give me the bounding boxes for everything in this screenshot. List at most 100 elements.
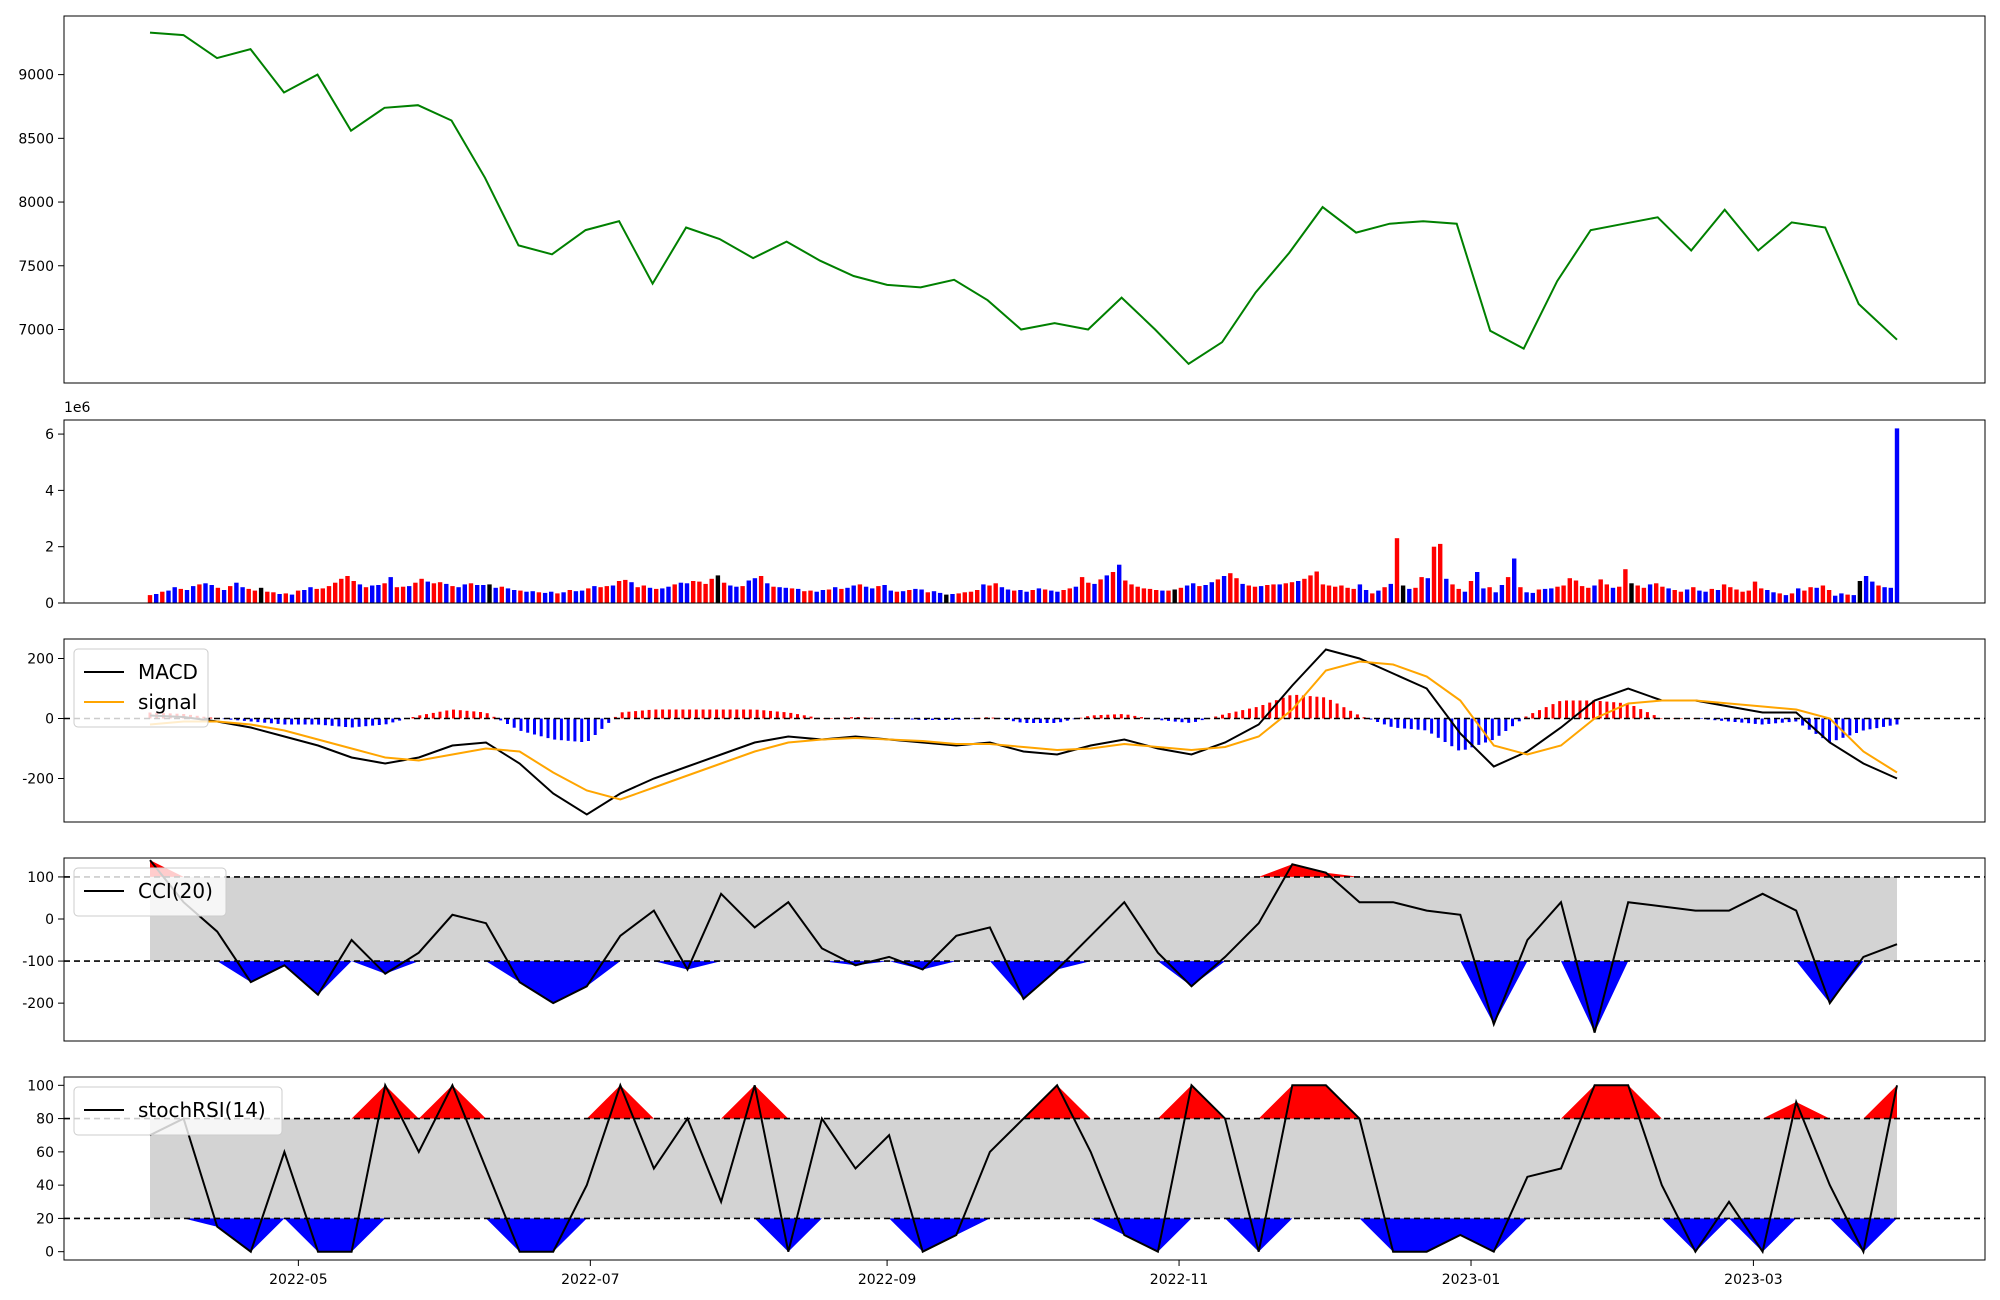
volume-bar (1271, 584, 1276, 603)
volume-bar (437, 582, 443, 603)
volume-bar (684, 583, 690, 603)
macd-histogram-bar (661, 709, 665, 719)
volume-bar (616, 581, 622, 603)
macd-histogram-bar (789, 712, 793, 719)
macd-histogram-bar (809, 716, 813, 719)
y-tick-label: 40 (36, 1178, 54, 1194)
cci-band-fill (150, 876, 1897, 962)
macd-histogram-bar (1315, 696, 1319, 719)
volume-bar (1289, 582, 1295, 603)
volume-bar (1777, 593, 1782, 603)
volume-bar (937, 592, 943, 603)
macd-histogram-bar (1133, 715, 1137, 719)
volume-bar (1425, 578, 1430, 603)
macd-histogram-bar (634, 711, 638, 719)
macd-line (149, 648, 1898, 816)
volume-bar (1277, 584, 1282, 603)
volume-bar (1370, 593, 1375, 603)
volume-bar (1388, 583, 1393, 603)
macd-histogram-bar (1342, 707, 1346, 719)
y-tick-label: -100 (22, 954, 54, 970)
volume-bar (1055, 591, 1060, 603)
x-tick-label: 2023-01 (1442, 1272, 1501, 1288)
volume-bar (1129, 584, 1134, 603)
macd-histogram-bar (667, 709, 671, 719)
macd-histogram-bar (1065, 718, 1069, 721)
macd-histogram-bar (337, 718, 341, 727)
volume-bar (1018, 590, 1023, 603)
macd-histogram-bar (573, 718, 577, 742)
volume-bar (796, 588, 801, 603)
volume-bar (1302, 578, 1307, 603)
volume-bar (1518, 587, 1523, 603)
macd-histogram-bar (1625, 703, 1629, 719)
volume-bar (1283, 583, 1288, 603)
stochrsi-legend-box (73, 1086, 283, 1136)
volume-bar (1876, 585, 1881, 603)
macd-histogram-bar (242, 718, 246, 721)
volume-bar (820, 590, 826, 603)
macd-histogram-bar (1490, 718, 1494, 741)
macd-histogram-bar (1221, 714, 1224, 719)
volume-bar (1783, 595, 1789, 603)
volume-bar (184, 590, 190, 603)
volume-bar (1197, 586, 1202, 603)
volume-bar (1629, 583, 1634, 603)
volume-bar (1308, 575, 1313, 603)
volume-bar (425, 581, 430, 603)
volume-bar (512, 590, 517, 603)
macd-histogram-bar (1578, 700, 1582, 719)
volume-bar (987, 585, 992, 603)
volume-bar (610, 585, 616, 603)
volume-bar (246, 588, 251, 603)
macd-histogram-bar (1585, 700, 1589, 719)
macd-histogram-bar (472, 711, 476, 719)
volume-bar (894, 591, 900, 603)
volume-bar (604, 586, 609, 603)
macd-histogram-bar (1511, 718, 1514, 727)
macd-histogram-bar (701, 709, 705, 719)
volume-bar (1820, 585, 1826, 603)
macd-histogram-bar (1403, 718, 1407, 729)
x-tick-label: 2022-07 (561, 1272, 620, 1288)
volume-bar (499, 586, 504, 603)
volume-bar (1654, 583, 1659, 603)
macd-histogram-bar (276, 718, 280, 724)
macd-histogram-bar (829, 718, 833, 719)
macd-histogram-bar (256, 718, 260, 723)
volume-bar (1160, 590, 1165, 603)
macd-histogram-bar (627, 711, 631, 719)
x-tick-label: 2022-11 (1150, 1272, 1209, 1288)
macd-histogram-bar (586, 718, 590, 741)
volume-bar (697, 581, 702, 603)
volume-bar (1728, 587, 1733, 603)
y-tick-label: 4 (45, 483, 54, 499)
volume-bar (1314, 571, 1319, 603)
macd-histogram-bar (748, 709, 752, 719)
volume-bar (1623, 569, 1628, 603)
volume-bar (542, 592, 548, 603)
volume-bar (549, 591, 554, 603)
macd-histogram-bar (1848, 718, 1852, 736)
volume-bar (326, 586, 332, 603)
volume-bar (1672, 590, 1677, 603)
macd-histogram-bar (1713, 718, 1717, 721)
price-line (149, 31, 1898, 366)
volume-bar (1345, 587, 1350, 603)
volume-bar (221, 590, 227, 603)
volume-bar (1400, 585, 1406, 603)
macd-histogram-bar (229, 718, 233, 720)
macd-histogram-bar (1409, 718, 1413, 730)
volume-bar (1808, 587, 1813, 603)
x-tick-label: 2023-03 (1724, 1272, 1783, 1288)
y-tick-label: 2 (45, 540, 54, 556)
volume-bar (400, 586, 406, 603)
volume-bar (209, 585, 214, 603)
volume-bar (1746, 590, 1751, 603)
volume-bar (1617, 586, 1622, 603)
macd-histogram-bar (1038, 718, 1042, 723)
volume-bar (1092, 583, 1097, 603)
volume-bar (320, 588, 325, 603)
volume-bar (1789, 593, 1795, 603)
